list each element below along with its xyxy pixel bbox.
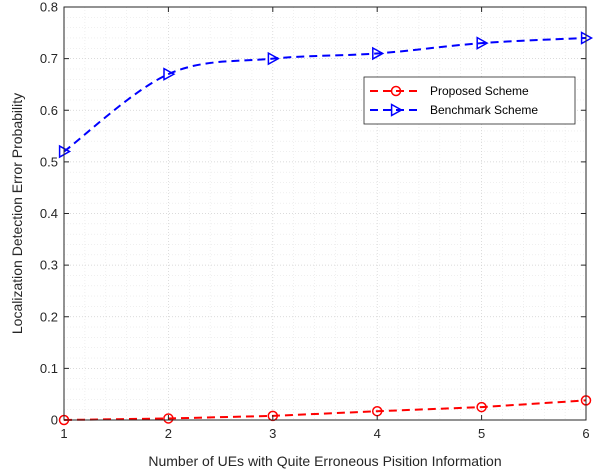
legend-label: Benchmark Scheme	[430, 103, 538, 117]
data-point-triangle	[58, 144, 72, 159]
series-line	[63, 36, 587, 153]
x-tick-label: 1	[60, 426, 67, 441]
data-point-circle	[476, 401, 487, 413]
y-tick-label: 0.8	[40, 0, 58, 15]
legend-box	[363, 76, 576, 125]
data-point-triangle	[476, 36, 489, 50]
y-tick-label: 0.4	[40, 206, 58, 221]
data-point-triangle	[390, 103, 404, 117]
y-tick-label: 0.7	[40, 51, 58, 66]
series-benchmark-scheme	[58, 31, 594, 159]
legend: Proposed Scheme Benchmark Scheme	[363, 76, 576, 125]
data-point-circle	[390, 85, 402, 97]
tick-labels: 1 2 3 4 5 6 0 0.1 0.2 0.3 0.4 0.5 0.6 0.7 0.8	[40, 0, 590, 441]
legend-label: Proposed Scheme	[430, 84, 529, 98]
y-tick-label: 0.3	[40, 258, 58, 273]
x-tick-label: 3	[269, 426, 276, 441]
y-tick-label: 0	[51, 413, 58, 428]
y-tick-label: 0.1	[40, 361, 58, 376]
data-point-triangle	[372, 46, 385, 61]
x-tick-label: 2	[165, 426, 172, 441]
data-point-triangle	[580, 31, 594, 45]
y-tick-label: 0.5	[40, 154, 58, 169]
x-tick-label: 4	[374, 426, 381, 441]
legend-entries: Proposed Scheme Benchmark Scheme	[370, 84, 538, 117]
x-tick-label: 5	[478, 426, 485, 441]
data-point-triangle	[163, 67, 176, 81]
y-tick-label: 0.6	[40, 103, 58, 118]
series-layer	[58, 31, 594, 426]
data-point-triangle	[267, 51, 280, 66]
legend-item-proposed-scheme: Proposed Scheme	[370, 84, 529, 98]
legend-item-benchmark-scheme: Benchmark Scheme	[370, 103, 538, 117]
x-axis-label: Number of UEs with Quite Erroneous Pisit…	[148, 453, 501, 469]
series-line	[63, 399, 587, 421]
x-tick-label: 6	[582, 426, 589, 441]
y-tick-label: 0.2	[40, 309, 58, 324]
tick-layer	[63, 6, 587, 421]
data-point-circle	[163, 413, 174, 424]
major-grid	[63, 6, 587, 421]
y-axis-label: Localization Detection Error Probability	[9, 93, 25, 334]
